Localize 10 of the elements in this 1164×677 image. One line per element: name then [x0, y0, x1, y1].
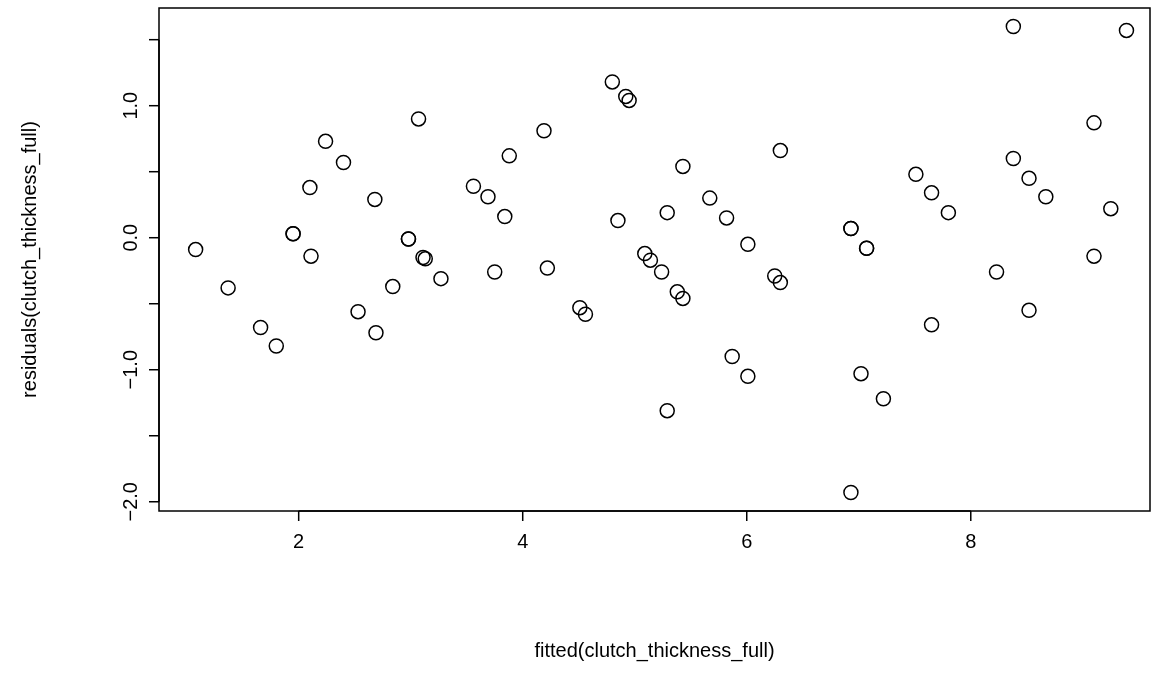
x-axis-title: fitted(clutch_thickness_full)	[534, 639, 775, 662]
y-tick-label: 1.0	[119, 91, 141, 120]
y-axis-title: residuals(clutch_thickness_full)	[18, 121, 41, 398]
x-tick-label: 2	[293, 530, 305, 552]
x-tick-label: 6	[741, 530, 753, 552]
y-tick-label: 0.0	[119, 223, 141, 252]
y-tick-label: −2.0	[119, 482, 141, 522]
y-tick-label: −1.0	[119, 350, 141, 390]
x-tick-label: 8	[965, 530, 977, 552]
x-tick-label: 4	[517, 530, 529, 552]
